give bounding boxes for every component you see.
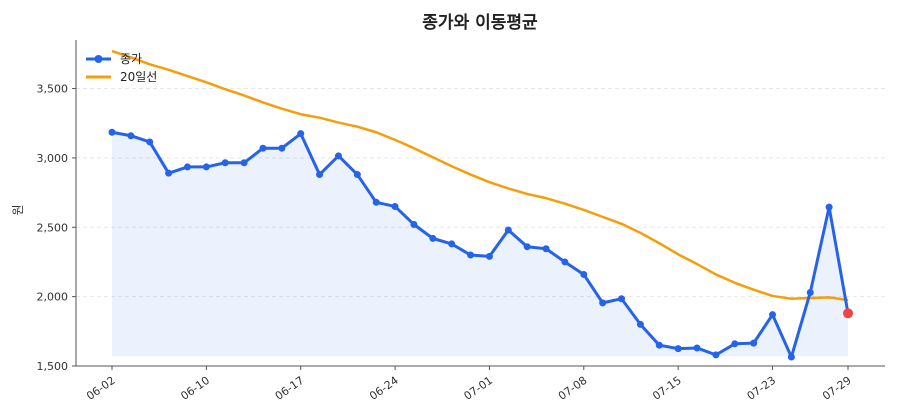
close-point-2 bbox=[146, 138, 154, 146]
x-ticks: 06-02 06-10 06-17 06-24 07-01 07-08 07-15 07-23… bbox=[84, 366, 854, 403]
x-tick-label-6: 07-15 bbox=[650, 374, 684, 403]
ma20-line bbox=[111, 49, 849, 302]
x-tick-label-1: 06-10 bbox=[178, 374, 212, 403]
y-tick-label-3: 3,000 bbox=[37, 152, 69, 165]
x-tick-label-2: 06-17 bbox=[273, 374, 307, 403]
close-point-33 bbox=[731, 340, 739, 348]
close-point-27 bbox=[618, 295, 626, 303]
x-tick-label-3: 06-24 bbox=[367, 374, 401, 403]
close-point-6 bbox=[221, 159, 229, 167]
close-point-32 bbox=[712, 351, 720, 359]
close-point-0 bbox=[108, 128, 116, 136]
close-point-34 bbox=[750, 339, 758, 347]
close-point-8 bbox=[259, 144, 267, 152]
close-point-22 bbox=[523, 243, 531, 251]
close-point-19 bbox=[467, 251, 475, 259]
close-point-5 bbox=[202, 163, 210, 171]
close-point-29 bbox=[655, 341, 663, 349]
close-point-23 bbox=[542, 245, 550, 253]
x-tick-label-8: 07-29 bbox=[820, 374, 854, 403]
close-point-38 bbox=[825, 203, 833, 211]
close-line bbox=[111, 130, 850, 359]
chart-title: 종가와 이동평균 bbox=[422, 13, 538, 33]
close-point-24 bbox=[561, 258, 569, 266]
close-point-36 bbox=[787, 353, 795, 361]
x-tick-label-5: 07-08 bbox=[556, 374, 590, 403]
close-point-7 bbox=[240, 159, 248, 167]
close-point-35 bbox=[769, 311, 777, 319]
close-point-1 bbox=[127, 132, 135, 140]
close-point-30 bbox=[674, 345, 682, 353]
close-point-20 bbox=[485, 252, 493, 260]
close-last-point bbox=[843, 308, 853, 319]
close-point-16 bbox=[410, 221, 418, 229]
close-point-13 bbox=[353, 171, 361, 179]
close-point-12 bbox=[334, 152, 342, 160]
legend-label-close: 종가 bbox=[120, 52, 142, 66]
close-point-10 bbox=[297, 130, 305, 138]
close-point-26 bbox=[599, 299, 607, 307]
close-point-15 bbox=[391, 202, 399, 210]
x-tick-label-7: 07-23 bbox=[745, 374, 779, 403]
close-point-18 bbox=[448, 240, 456, 248]
close-area-fill bbox=[112, 132, 848, 357]
y-axis-label: 원 bbox=[11, 204, 25, 215]
close-point-21 bbox=[504, 226, 512, 234]
y-tick-label-2: 2,500 bbox=[37, 221, 69, 234]
close-point-28 bbox=[636, 320, 644, 328]
axes bbox=[75, 40, 885, 367]
legend-label-ma20: 20일선 bbox=[120, 70, 157, 84]
close-point-31 bbox=[693, 344, 701, 352]
close-point-25 bbox=[580, 270, 588, 278]
plot-area bbox=[108, 49, 853, 361]
legend-marker-close bbox=[94, 55, 103, 63]
y-tick-label-4: 3,500 bbox=[37, 83, 69, 96]
close-point-11 bbox=[316, 171, 324, 179]
close-point-37 bbox=[806, 288, 814, 296]
y-ticks: 1,500 2,000 2,500 3,000 3,500 bbox=[37, 83, 76, 373]
close-point-14 bbox=[372, 198, 380, 206]
close-point-4 bbox=[183, 163, 191, 171]
y-tick-label-1: 2,000 bbox=[37, 291, 69, 304]
x-tick-label-4: 07-01 bbox=[462, 374, 496, 403]
y-tick-label-0: 1,500 bbox=[37, 360, 69, 373]
close-point-9 bbox=[278, 144, 286, 152]
close-point-3 bbox=[165, 169, 173, 177]
x-tick-label-0: 06-02 bbox=[84, 374, 118, 403]
close-point-17 bbox=[429, 234, 437, 242]
legend: 종가 20일선 bbox=[86, 52, 157, 84]
